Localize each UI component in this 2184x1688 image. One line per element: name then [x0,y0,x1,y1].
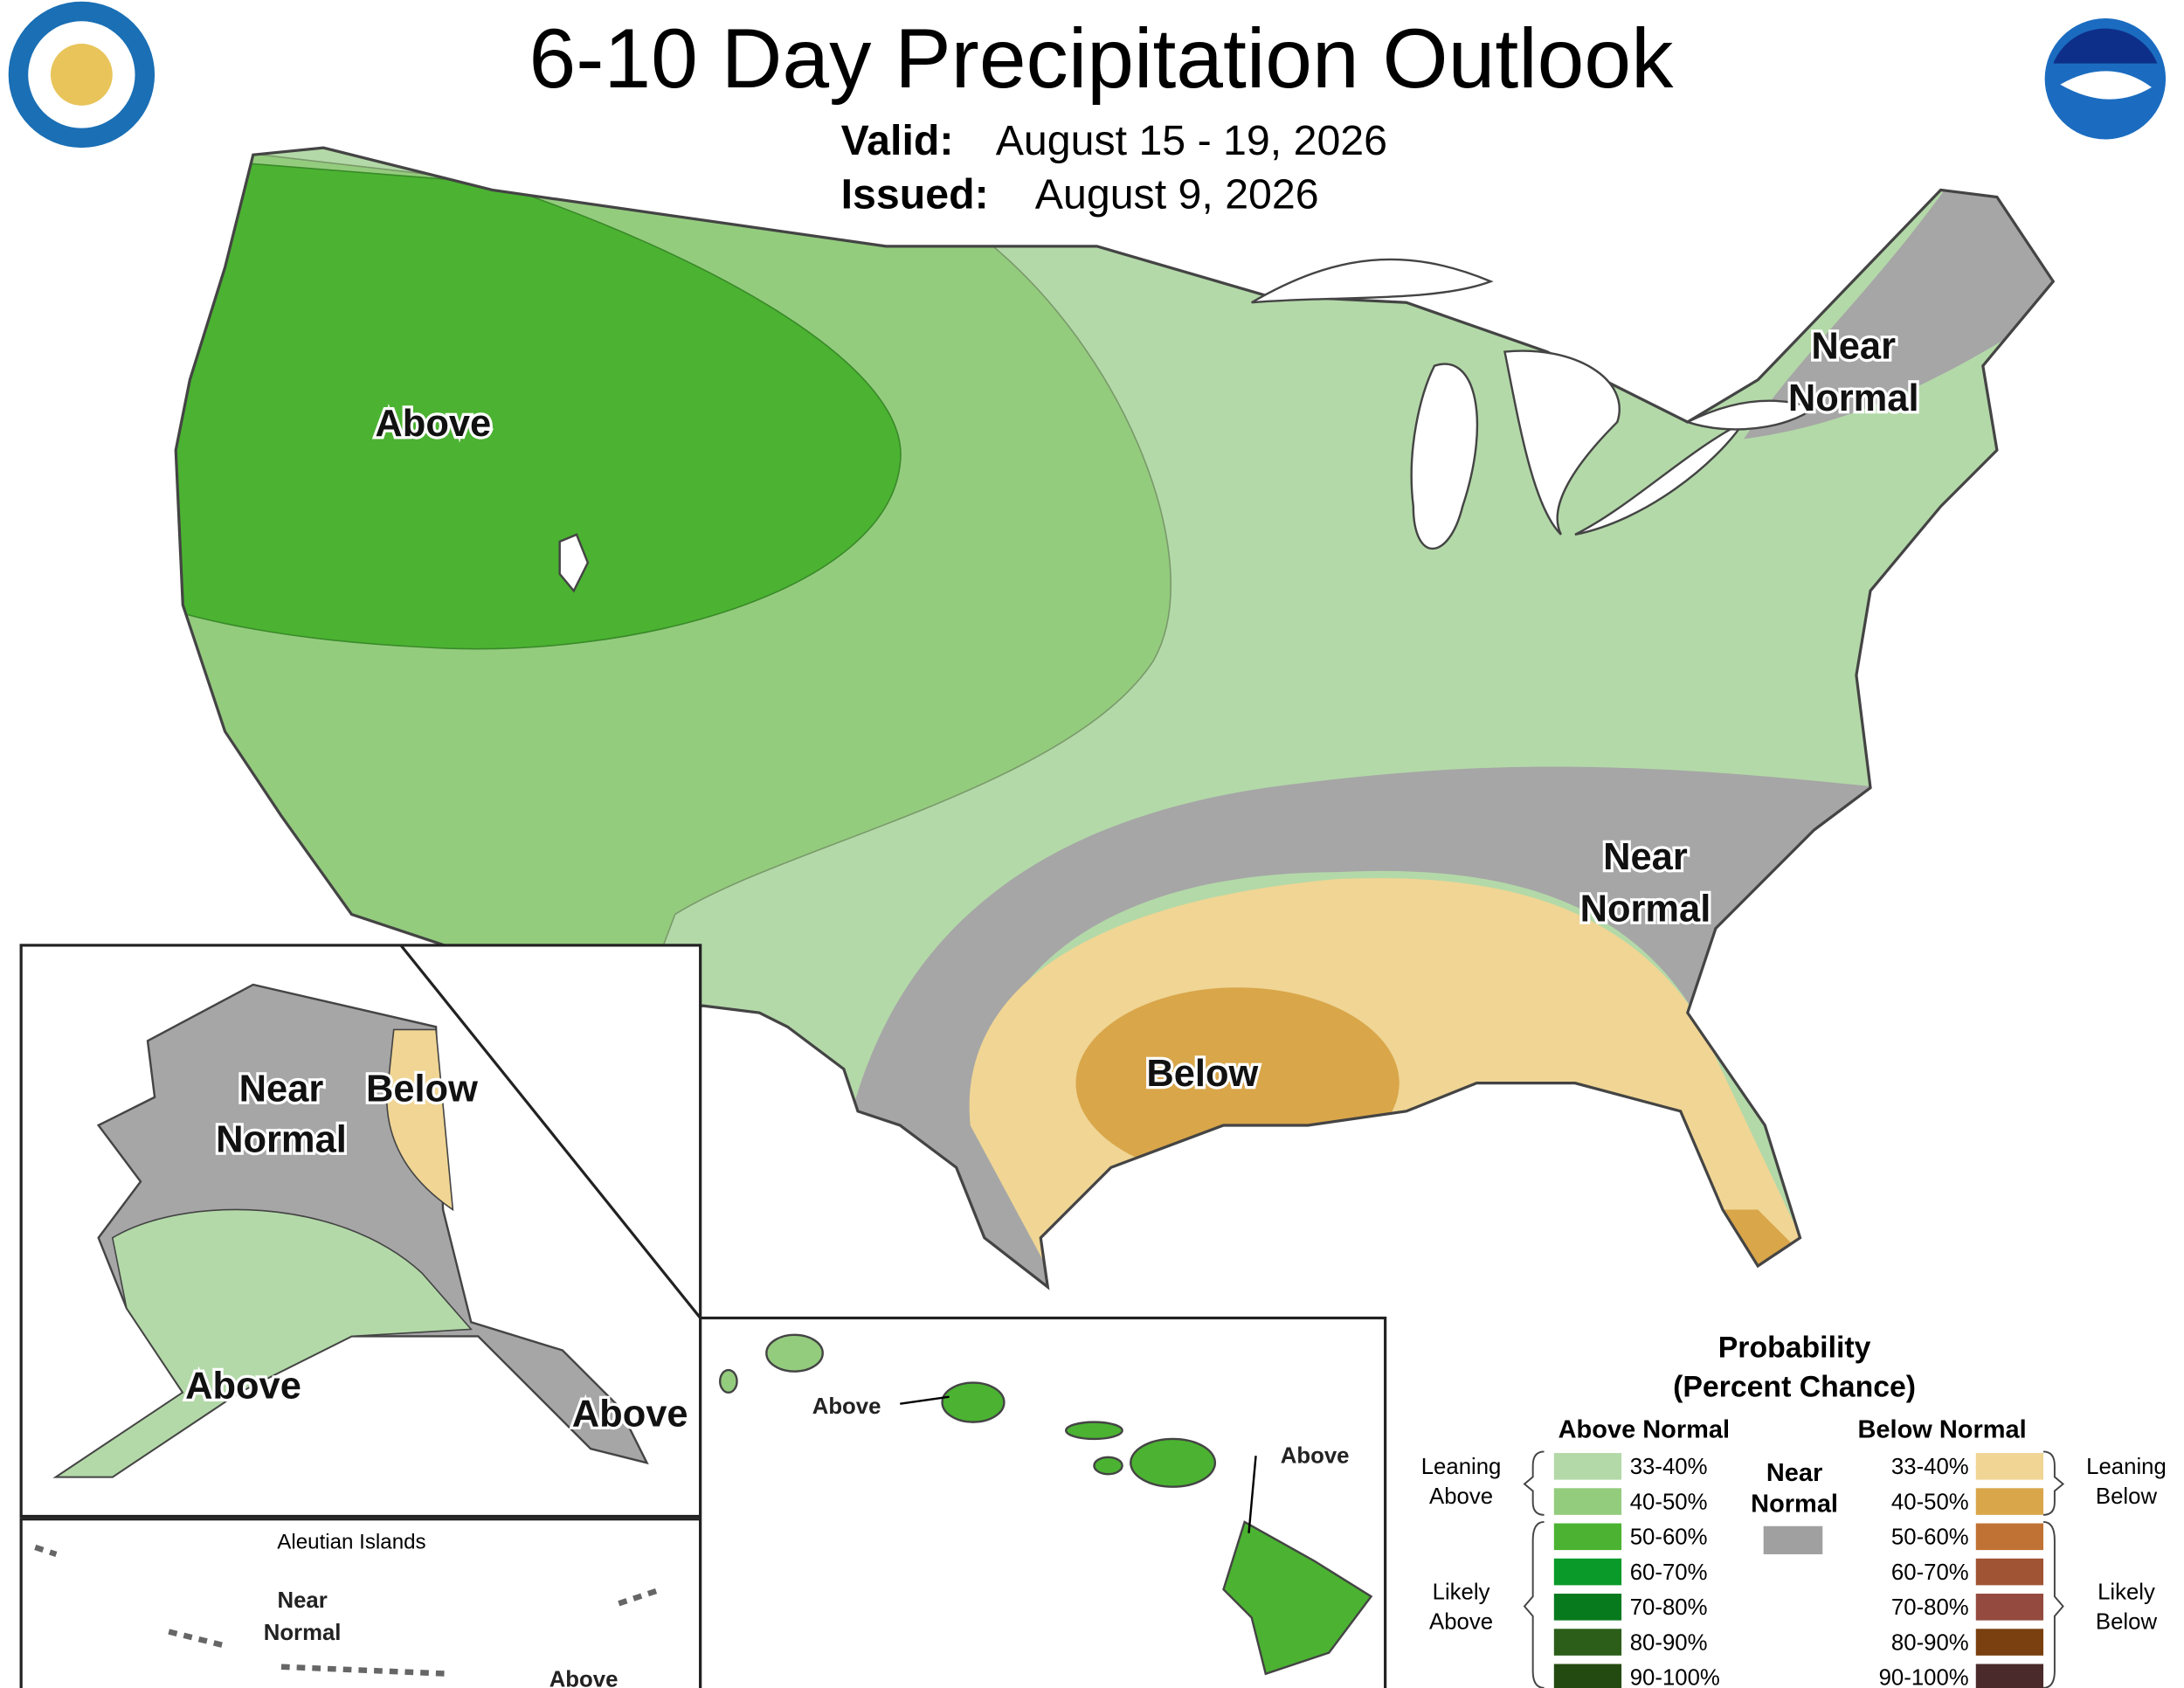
region-label: Above [812,1394,881,1419]
region-label: Normal [1788,377,1919,419]
legend-swatch [1975,1523,2044,1551]
legend-bracket-label: Below [2096,1484,2158,1509]
legend-swatch [1975,1488,2044,1515]
inset-title: Aleutian Islands [277,1531,425,1554]
region-label: Above [375,403,491,445]
region-label: Above [185,1365,301,1407]
region-label: Near [1603,836,1688,878]
legend-bracket-label: Likely [1433,1580,1490,1604]
legend-near-title: Normal [1751,1491,1838,1519]
region-label: Normal [216,1119,347,1161]
legend-bracket-label: Above [1429,1484,1493,1509]
legend-range: 60-70% [1630,1560,1708,1585]
noaa-logo [2044,18,2167,140]
legend-range: 80-90% [1630,1630,1708,1655]
title: 6-10 Day Precipitation Outlook [529,12,1675,106]
legend-range: 40-50% [1891,1490,1969,1514]
legend-braces [1523,1450,2065,1688]
legend-swatch [1975,1664,2044,1688]
legend-swatch [1553,1664,1622,1688]
legend-bracket-label: Above [1429,1609,1493,1634]
legend-range: 50-60% [1630,1525,1708,1550]
legend-swatch [1553,1523,1622,1551]
legend-range: 40-50% [1630,1490,1708,1514]
legend-swatch [1553,1453,1622,1480]
valid-label: Valid: [841,117,954,164]
legend-swatch [1975,1629,2044,1656]
legend-range: 90-100% [1879,1666,1969,1688]
region-label: Below [366,1069,478,1110]
legend-range: 50-60% [1891,1525,1969,1550]
legend-range: 70-80% [1630,1595,1708,1620]
great-lakes [558,258,1817,593]
region-label: Near [239,1069,324,1110]
region-label: Below [1146,1053,1258,1095]
legend-bracket-label: Leaning [2086,1455,2167,1479]
issued-label: Issued: [841,170,989,218]
valid-dates: August 15 - 19, 2026 [996,117,1387,164]
legend-range: 33-40% [1891,1455,1969,1479]
legend-range: 60-70% [1891,1560,1969,1585]
hawaii-inset [699,1316,1387,1688]
legend-range: 80-90% [1891,1630,1969,1655]
legend-bracket-label: Below [2096,1609,2158,1634]
legend-heading: Above Normal [1559,1415,1730,1443]
legend-swatch [1553,1558,1622,1586]
commerce-logo [8,1,156,149]
legend-title: (Percent Chance) [1673,1371,1916,1404]
legend-swatch [1553,1488,1622,1515]
legend-swatch [1553,1629,1622,1656]
conus-map [176,148,2054,1288]
alaska-inset [19,944,702,1688]
legend-swatch [1553,1594,1622,1621]
region-label: Above [572,1393,688,1435]
legend-range: 33-40% [1630,1455,1708,1479]
legend-swatch [1763,1525,1823,1554]
region-label: Near [277,1588,327,1613]
legend-near-title: Near [1766,1459,1822,1487]
legend-swatch [1975,1594,2044,1621]
legend-heading: Below Normal [1858,1415,2027,1443]
legend-range: 70-80% [1891,1595,1969,1620]
region-label: Normal [1580,889,1711,930]
region-label: Near [1811,326,1896,368]
region-label: Normal [264,1621,342,1645]
region-label: Above [549,1667,619,1688]
legend-title: Probability [1718,1332,1871,1365]
legend-swatch [1975,1453,2044,1480]
legend-swatch [1975,1558,2044,1586]
legend-bracket-label: Leaning [1421,1455,1502,1479]
region-label: Above [1281,1443,1350,1468]
legend-range: 90-100% [1630,1666,1720,1688]
legend-bracket-label: Likely [2098,1580,2155,1604]
issued-date: August 9, 2026 [1035,170,1319,218]
